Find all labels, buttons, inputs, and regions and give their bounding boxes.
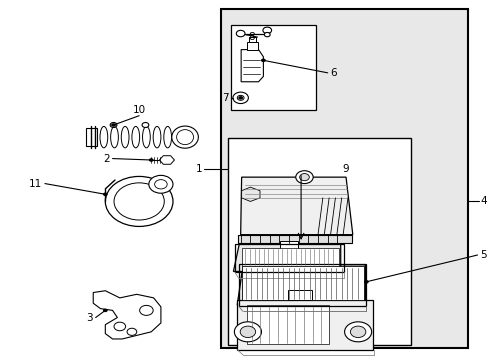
Polygon shape: [237, 265, 365, 305]
Circle shape: [232, 92, 248, 104]
Circle shape: [236, 30, 244, 37]
Circle shape: [264, 32, 269, 37]
Bar: [231, 24, 315, 111]
Circle shape: [234, 322, 261, 342]
Bar: [248, 37, 255, 42]
Bar: [246, 42, 257, 50]
Circle shape: [350, 326, 365, 338]
Bar: [238, 264, 366, 306]
Text: 6: 6: [329, 68, 336, 78]
Text: 5: 5: [479, 250, 486, 260]
Bar: [86, 128, 97, 147]
Ellipse shape: [171, 126, 198, 148]
Text: 9: 9: [342, 164, 348, 174]
Bar: [238, 235, 351, 243]
Circle shape: [148, 158, 153, 162]
Bar: [246, 305, 328, 344]
Bar: [221, 9, 467, 348]
Bar: [280, 242, 297, 250]
Circle shape: [102, 193, 107, 196]
Circle shape: [127, 328, 137, 336]
Circle shape: [299, 174, 309, 181]
Circle shape: [263, 27, 271, 33]
Circle shape: [110, 122, 117, 127]
Bar: [227, 138, 410, 345]
Bar: [242, 248, 338, 266]
Circle shape: [237, 95, 244, 100]
Text: 10: 10: [132, 105, 145, 115]
Text: 4: 4: [479, 197, 486, 206]
Text: 7: 7: [222, 93, 228, 103]
Text: 1: 1: [195, 164, 202, 174]
Circle shape: [140, 305, 153, 315]
Polygon shape: [233, 244, 340, 271]
Polygon shape: [241, 50, 263, 82]
Circle shape: [363, 280, 368, 284]
Text: 3: 3: [86, 312, 93, 323]
Circle shape: [261, 59, 265, 62]
Bar: [234, 244, 343, 272]
Circle shape: [240, 326, 255, 338]
Circle shape: [238, 96, 243, 100]
Polygon shape: [241, 187, 260, 202]
Circle shape: [148, 175, 173, 193]
Circle shape: [344, 322, 371, 342]
Text: 8: 8: [248, 32, 255, 42]
Polygon shape: [93, 291, 161, 339]
Text: 11: 11: [29, 179, 42, 189]
Circle shape: [102, 309, 107, 312]
Polygon shape: [240, 177, 352, 235]
Circle shape: [295, 171, 312, 184]
Text: 2: 2: [103, 154, 110, 163]
Polygon shape: [159, 156, 174, 164]
Circle shape: [142, 122, 148, 127]
Bar: [287, 291, 311, 300]
Circle shape: [114, 183, 164, 220]
Circle shape: [114, 322, 125, 331]
Circle shape: [111, 123, 116, 127]
Bar: [242, 266, 363, 300]
Bar: [237, 300, 372, 350]
